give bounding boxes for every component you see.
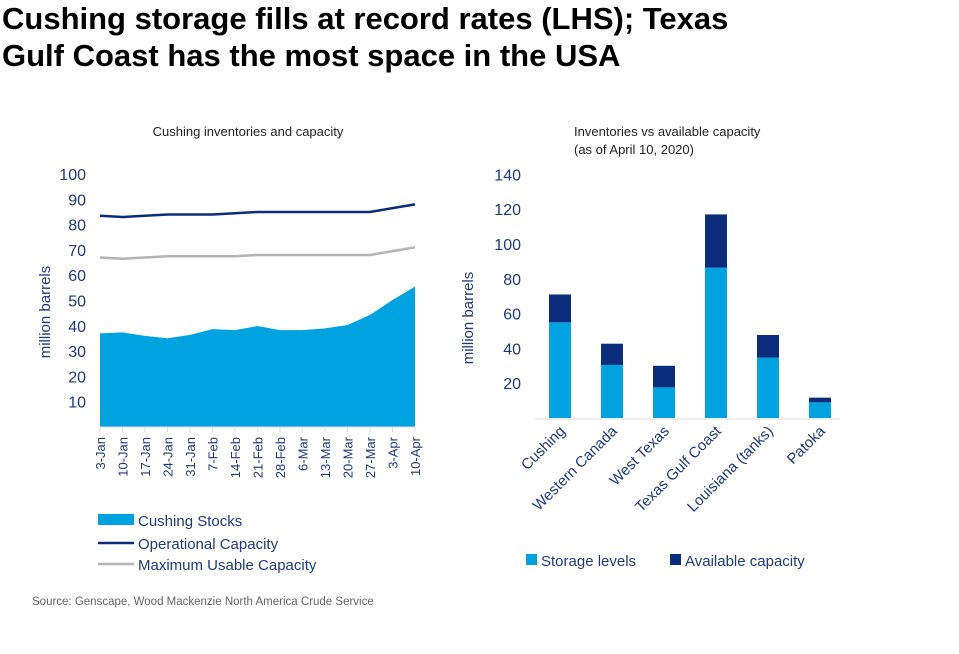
y-tick-label: 40 [68,319,86,336]
x-tick-label: 31-Jan [183,437,198,477]
x-tick-label: 24-Jan [161,437,176,477]
y-tick-label: 20 [503,376,521,393]
legend-swatch-available-capacity [670,554,681,565]
bar-storage-levels [809,402,831,418]
y-axis-label: million barrels [37,266,54,359]
y-axis-label: million barrels [460,272,477,365]
bar-storage-levels [757,357,779,418]
page-title: Cushing storage fills at record rates (L… [2,0,952,74]
x-tick-label: 20-Mar [341,436,356,478]
x-tick-label: 3-Apr [386,436,401,468]
x-tick-label: 21-Feb [251,437,266,478]
bar-available-capacity [653,365,675,388]
y-tick-label: 60 [503,307,521,324]
x-tick-label: 10-Apr [408,436,423,476]
y-tick-label: 50 [68,294,86,311]
bar-storage-levels [601,364,623,418]
y-tick-label: 140 [494,167,521,184]
y-tick-label: 90 [68,192,86,209]
y-tick-label: 80 [503,272,521,289]
x-tick-label: 3-Jan [93,437,108,470]
bar-available-capacity [809,397,831,403]
legend-swatch-cushing-stocks [98,514,134,525]
y-tick-label: 40 [503,341,521,358]
x-tick-label: 28-Feb [273,437,288,478]
x-tick-label: 10-Jan [116,437,131,477]
y-tick-label: 100 [494,237,521,254]
operational-capacity-line [99,203,416,219]
y-tick-label: 100 [59,167,86,184]
y-tick-label: 10 [68,395,86,412]
legend-label: Operational Capacity [138,536,279,553]
bar-available-capacity [757,335,779,358]
x-tick-label: 6-Mar [296,436,311,471]
y-tick-label: 70 [68,243,86,260]
y-tick-label: 60 [68,268,86,285]
bar-storage-levels [549,322,571,418]
left-chart-title: Cushing inventories and capacity [153,124,344,139]
legend-label: Available capacity [685,553,805,570]
x-tick-label: Patoka [784,422,830,468]
maximum-usable-capacity-line [99,246,416,261]
legend-swatch-storage-levels [526,554,537,565]
bar-storage-levels [705,267,727,418]
legend-label: Maximum Usable Capacity [138,557,317,574]
title-line-1: Cushing storage fills at record rates (L… [2,1,729,36]
cushing-stocks-area [100,286,415,427]
y-tick-label: 20 [68,369,86,386]
right-chart-subtitle: (as of April 10, 2020) [574,142,694,157]
bar-available-capacity [549,294,571,323]
bar-available-capacity [705,214,727,268]
legend-label: Storage levels [541,553,636,570]
x-tick-label: 13-Mar [318,436,333,478]
bar-storage-levels [653,387,675,418]
source-note: Source: Genscape, Wood Mackenzie North A… [32,596,374,608]
bar-available-capacity [601,343,623,365]
legend-label: Cushing Stocks [138,513,242,530]
y-tick-label: 120 [494,202,521,219]
title-line-2: Gulf Coast has the most space in the USA [2,38,621,73]
x-tick-label: 17-Jan [138,437,153,477]
x-tick-label: 14-Feb [228,437,243,478]
right-chart-title: Inventories vs available capacity [574,124,761,139]
x-tick-label: Cushing [518,423,569,474]
x-tick-label: 27-Mar [363,436,378,478]
x-tick-label: 7-Feb [206,437,221,471]
y-tick-label: 30 [68,344,86,361]
y-tick-label: 80 [68,218,86,235]
